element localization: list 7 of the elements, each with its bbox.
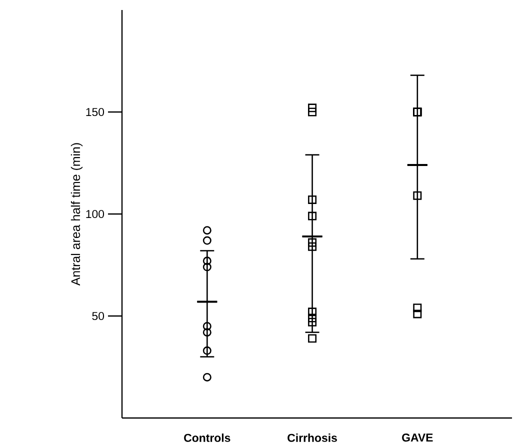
x-tick-label: Cirrhosis: [288, 433, 337, 442]
y-tick-label: 50: [92, 312, 104, 320]
y-tick-label: 100: [86, 210, 104, 218]
x-tick-label: Controls: [184, 433, 230, 442]
y-tick-label: 150: [86, 108, 104, 116]
y-axis-title: Antral area half time (min): [70, 143, 83, 286]
x-tick-label: GAVE: [402, 433, 433, 442]
